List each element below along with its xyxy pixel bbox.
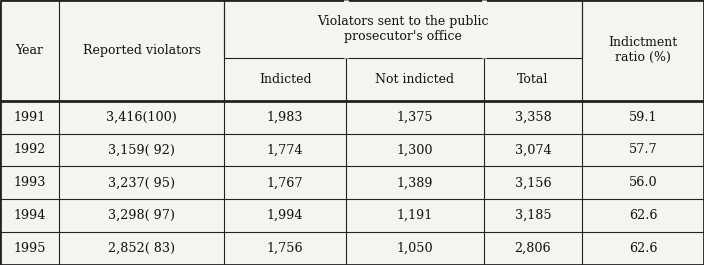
Text: Reported violators: Reported violators	[82, 44, 201, 57]
Text: 1995: 1995	[13, 242, 46, 255]
Text: 3,074: 3,074	[515, 143, 551, 157]
Text: 1994: 1994	[13, 209, 46, 222]
Text: Indicted: Indicted	[259, 73, 311, 86]
Text: Year: Year	[15, 44, 44, 57]
Text: 3,358: 3,358	[515, 111, 551, 124]
Text: 2,852( 83): 2,852( 83)	[108, 242, 175, 255]
Text: 1992: 1992	[13, 143, 46, 157]
Text: 1,191: 1,191	[397, 209, 433, 222]
Text: Indictment
ratio (%): Indictment ratio (%)	[608, 36, 678, 64]
Text: 1,767: 1,767	[267, 176, 303, 189]
Text: 1993: 1993	[13, 176, 46, 189]
Text: 3,185: 3,185	[515, 209, 551, 222]
Text: 1,756: 1,756	[267, 242, 303, 255]
Text: Total: Total	[517, 73, 548, 86]
Text: 2,806: 2,806	[515, 242, 551, 255]
Text: 1,994: 1,994	[267, 209, 303, 222]
Text: 3,237( 95): 3,237( 95)	[108, 176, 175, 189]
Text: 1,375: 1,375	[396, 111, 433, 124]
Text: 56.0: 56.0	[629, 176, 658, 189]
Text: 3,156: 3,156	[515, 176, 551, 189]
Text: 3,298( 97): 3,298( 97)	[108, 209, 175, 222]
Text: 57.7: 57.7	[629, 143, 658, 157]
Text: 62.6: 62.6	[629, 242, 658, 255]
Text: Not indicted: Not indicted	[375, 73, 455, 86]
Text: 1,389: 1,389	[396, 176, 433, 189]
Text: 59.1: 59.1	[629, 111, 658, 124]
Text: 1,050: 1,050	[396, 242, 433, 255]
Text: Violators sent to the public
prosecutor's office: Violators sent to the public prosecutor'…	[318, 15, 489, 43]
Text: 1,300: 1,300	[396, 143, 433, 157]
Text: 62.6: 62.6	[629, 209, 658, 222]
Text: 3,416(100): 3,416(100)	[106, 111, 177, 124]
Text: 3,159( 92): 3,159( 92)	[108, 143, 175, 157]
Text: 1,774: 1,774	[267, 143, 303, 157]
Text: 1991: 1991	[13, 111, 46, 124]
Text: 1,983: 1,983	[267, 111, 303, 124]
